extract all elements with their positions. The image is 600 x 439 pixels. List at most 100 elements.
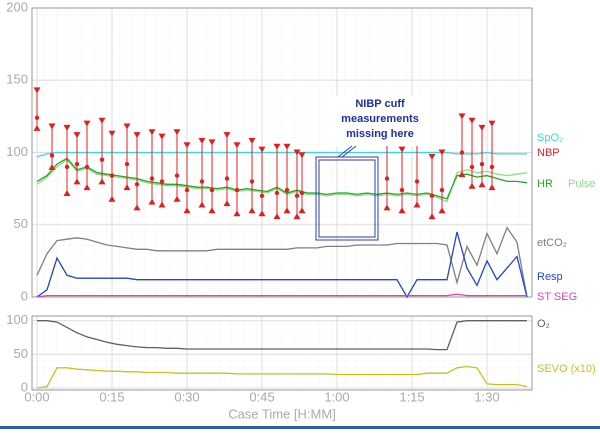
nbp-diastolic	[293, 213, 301, 220]
nbp-systolic	[173, 129, 181, 136]
nbp-mean	[439, 187, 445, 193]
nbp-diastolic	[413, 201, 421, 208]
nbp-systolic	[33, 87, 41, 94]
nbp-mean	[384, 176, 390, 181]
nbp-diastolic	[63, 189, 71, 196]
y-tick-label: 100	[6, 144, 28, 159]
nbp-diastolic	[488, 184, 496, 191]
nbp-mean	[199, 179, 205, 184]
nbp-diastolic	[133, 204, 141, 211]
y-tick-label: 150	[6, 72, 28, 87]
nbp-systolic	[83, 120, 91, 127]
x-tick-label: 0:15	[99, 389, 124, 404]
x-tick-label: 1:30	[474, 389, 499, 404]
nbp-systolic	[48, 123, 56, 130]
series-line	[36, 157, 528, 200]
nbp-diastolic	[468, 182, 476, 189]
nbp-mean	[274, 190, 280, 196]
legend-label: NBP	[537, 147, 560, 159]
nbp-systolic	[208, 139, 216, 146]
x-tick-label: 1:15	[399, 389, 424, 404]
nbp-systolic	[428, 153, 436, 160]
series-line	[36, 231, 528, 299]
nbp-diastolic	[458, 171, 466, 178]
y-tick-label: 50	[14, 216, 28, 231]
nbp-systolic	[258, 146, 266, 153]
nbp-mean	[174, 173, 180, 178]
nbp-mean	[284, 187, 290, 193]
nbp-mean	[299, 190, 305, 196]
nbp-systolic	[248, 137, 256, 144]
y-tick-label: 200	[6, 0, 28, 14]
nbp-diastolic	[173, 195, 181, 202]
annotation-box	[318, 159, 376, 238]
nbp-systolic	[133, 132, 141, 139]
plot-border	[31, 7, 533, 298]
nbp-diastolic	[198, 201, 206, 208]
nbp-diastolic	[48, 163, 56, 170]
nbp-mean	[149, 176, 155, 181]
nbp-mean	[469, 164, 475, 170]
series-line	[36, 293, 527, 298]
nbp-systolic	[478, 124, 486, 131]
nbp-systolic	[123, 123, 131, 130]
x-tick-label: 0:00	[24, 389, 49, 404]
nbp-diastolic	[428, 213, 436, 220]
nbp-mean	[479, 161, 485, 167]
annotation-text: NIBP cuff	[355, 98, 405, 110]
separator	[0, 426, 600, 429]
legend-label: O₂	[537, 318, 550, 330]
nbp-systolic	[468, 117, 476, 124]
annotation-box	[315, 156, 379, 241]
nbp-mean	[459, 150, 465, 155]
annotation-text: missing here	[346, 128, 414, 140]
nbp-diastolic	[33, 124, 41, 131]
nbp-systolic	[183, 142, 191, 149]
annotation-pointer	[337, 145, 357, 158]
nbp-diastolic	[298, 207, 306, 214]
nbp-diastolic	[248, 207, 256, 214]
nbp-systolic	[438, 149, 446, 156]
plot-border	[31, 315, 533, 391]
nbp-systolic	[198, 137, 206, 144]
nbp-mean	[259, 193, 265, 199]
nbp-systolic	[63, 124, 71, 131]
nbp-systolic	[283, 143, 291, 150]
nbp-diastolic	[148, 198, 156, 205]
legend-label: Pulse	[568, 178, 596, 190]
y-tick-label: 100	[6, 312, 28, 327]
y-tick-label: 50	[14, 346, 28, 361]
series-line	[36, 365, 528, 389]
series-line	[36, 158, 528, 203]
series-line	[36, 226, 528, 298]
nbp-diastolic	[73, 178, 81, 185]
nbp-diastolic	[273, 213, 281, 220]
nbp-mean	[234, 187, 240, 193]
nbp-diastolic	[83, 184, 91, 191]
nbp-mean	[414, 179, 420, 184]
nbp-systolic	[398, 146, 406, 153]
nbp-diastolic	[233, 210, 241, 217]
x-axis-label: Case Time [H:MM]	[228, 406, 336, 421]
nbp-systolic	[108, 130, 116, 137]
nbp-mean	[429, 193, 435, 199]
x-tick-label: 1:00	[324, 389, 349, 404]
nbp-mean	[64, 164, 70, 170]
nbp-mean	[209, 187, 215, 193]
nbp-mean	[124, 161, 130, 167]
nbp-systolic	[98, 117, 106, 124]
nbp-systolic	[488, 120, 496, 127]
nbp-diastolic	[438, 207, 446, 214]
nbp-mean	[224, 176, 230, 181]
y-tick-label: 0	[21, 379, 28, 394]
nbp-diastolic	[158, 201, 166, 208]
nbp-systolic	[458, 113, 466, 120]
nbp-mean	[74, 161, 80, 167]
nbp-systolic	[73, 132, 81, 139]
nbp-mean	[184, 187, 190, 193]
nbp-diastolic	[108, 195, 116, 202]
nbp-diastolic	[98, 178, 106, 185]
nbp-systolic	[223, 132, 231, 139]
annotation-text: measurements	[341, 113, 419, 125]
